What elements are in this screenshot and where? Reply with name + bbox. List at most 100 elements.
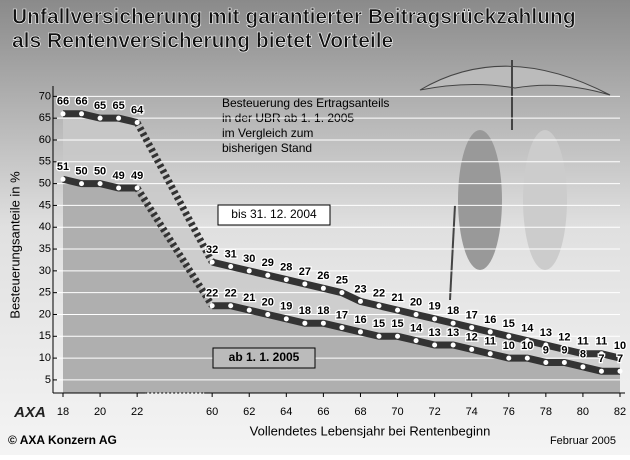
point xyxy=(487,329,493,335)
x-tick-label: 72 xyxy=(428,406,440,418)
point xyxy=(580,364,586,370)
y-tick-label: 15 xyxy=(39,330,51,342)
legend-label: ab 1. 1. 2005 xyxy=(229,350,300,364)
value-label: 11 xyxy=(484,336,496,348)
value-label: 66 xyxy=(57,96,69,108)
point xyxy=(79,181,85,187)
y-tick-label: 50 xyxy=(39,178,51,190)
point xyxy=(524,338,530,344)
point xyxy=(302,281,308,287)
value-label: 22 xyxy=(225,288,237,300)
point xyxy=(395,307,401,313)
value-label: 12 xyxy=(466,331,478,343)
point xyxy=(617,355,623,361)
value-label: 15 xyxy=(373,318,385,330)
value-label: 32 xyxy=(206,244,218,256)
point xyxy=(339,325,345,331)
x-tick-label: 62 xyxy=(243,406,255,418)
annotation-line: im Vergleich zum xyxy=(222,126,313,140)
point xyxy=(413,338,419,344)
value-label: 50 xyxy=(94,166,106,178)
value-label: 13 xyxy=(428,327,440,339)
value-label: 28 xyxy=(280,261,292,273)
point xyxy=(450,320,456,326)
chart-title: als Rentenversicherung bietet Vorteile xyxy=(12,30,393,53)
value-label: 10 xyxy=(521,340,533,352)
value-label: 13 xyxy=(447,327,459,339)
value-label: 20 xyxy=(262,296,274,308)
point xyxy=(450,342,456,348)
value-label: 18 xyxy=(317,305,329,317)
point xyxy=(469,325,475,331)
y-tick-label: 45 xyxy=(39,199,51,211)
x-tick-label: 82 xyxy=(614,406,626,418)
value-label: 26 xyxy=(317,270,329,282)
point xyxy=(543,342,549,348)
date: Februar 2005 xyxy=(550,435,616,447)
point xyxy=(357,298,363,304)
value-label: 16 xyxy=(354,314,366,326)
x-tick-label: 20 xyxy=(94,406,106,418)
point xyxy=(283,316,289,322)
value-label: 49 xyxy=(131,170,143,182)
y-tick-label: 5 xyxy=(45,374,51,386)
x-tick-label: 74 xyxy=(466,406,478,418)
y-tick-label: 70 xyxy=(39,90,51,102)
y-tick-label: 40 xyxy=(39,221,51,233)
point xyxy=(561,346,567,352)
point xyxy=(339,290,345,296)
legend-label: bis 31. 12. 2004 xyxy=(231,207,317,221)
point xyxy=(580,351,586,357)
y-tick-label: 25 xyxy=(39,287,51,299)
x-tick-label: 64 xyxy=(280,406,292,418)
point xyxy=(543,359,549,365)
point xyxy=(97,115,103,121)
y-axis-label: Besteuerungsanteile in % xyxy=(7,171,22,319)
value-label: 14 xyxy=(521,323,534,335)
source: © AXA Konzern AG xyxy=(8,433,117,447)
x-axis-label: Vollendetes Lebensjahr bei Rentenbeginn xyxy=(250,423,491,438)
x-tick-label: 60 xyxy=(206,406,218,418)
value-label: 7 xyxy=(598,353,604,365)
break-connector xyxy=(134,120,216,264)
value-label: 18 xyxy=(447,305,459,317)
value-label: 27 xyxy=(299,266,311,278)
point xyxy=(116,185,122,191)
point xyxy=(134,185,140,191)
point xyxy=(246,307,252,313)
point xyxy=(395,333,401,339)
point xyxy=(265,311,271,317)
value-label: 29 xyxy=(262,257,274,269)
annotation-line: Besteuerung des Ertragsanteils xyxy=(222,96,389,110)
x-tick-label: 66 xyxy=(317,406,329,418)
y-tick-label: 55 xyxy=(39,156,51,168)
legend-box xyxy=(217,204,331,226)
value-label: 10 xyxy=(614,340,626,352)
x-tick-label: 76 xyxy=(503,406,515,418)
value-label: 66 xyxy=(75,96,87,108)
x-tick-label: 22 xyxy=(131,406,143,418)
x-tick-label: 70 xyxy=(391,406,403,418)
point xyxy=(320,320,326,326)
value-label: 65 xyxy=(94,100,106,112)
point xyxy=(228,303,234,309)
value-label: 22 xyxy=(373,288,385,300)
point xyxy=(265,272,271,278)
logo: AXA xyxy=(13,404,46,421)
value-label: 13 xyxy=(540,327,552,339)
point xyxy=(134,120,140,126)
point xyxy=(524,355,530,361)
legend-box xyxy=(212,347,316,369)
point xyxy=(432,316,438,322)
point xyxy=(506,333,512,339)
value-label: 19 xyxy=(280,301,292,313)
value-label: 23 xyxy=(354,283,366,295)
point xyxy=(598,368,604,374)
y-tick-label: 10 xyxy=(39,352,51,364)
x-tick-label: 80 xyxy=(577,406,589,418)
value-label: 51 xyxy=(57,161,69,173)
value-label: 20 xyxy=(410,296,422,308)
value-label: 15 xyxy=(503,318,515,330)
value-label: 25 xyxy=(336,275,348,287)
